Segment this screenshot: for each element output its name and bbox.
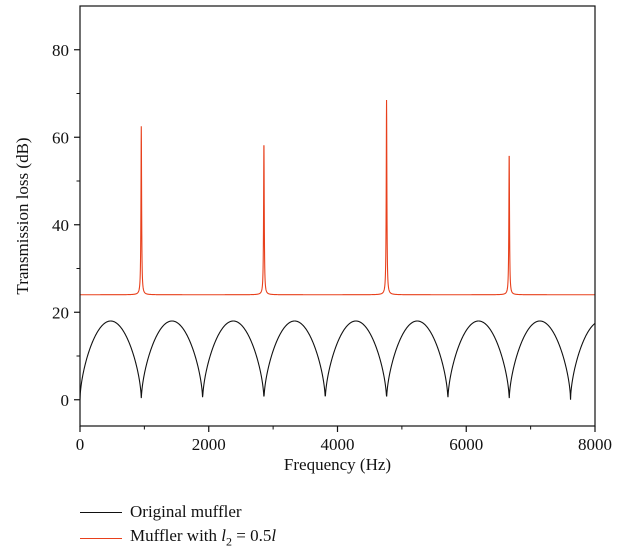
legend-swatch-original bbox=[80, 511, 122, 513]
x-tick-label: 0 bbox=[76, 435, 85, 454]
y-tick-label: 20 bbox=[52, 303, 69, 322]
y-tick-label: 60 bbox=[52, 128, 69, 147]
chart-svg: 0 2000 4000 6000 8000 0 20 40 60 80 Frequency (Hz… bbox=[13, 5, 612, 474]
x-tick-label: 2000 bbox=[192, 435, 226, 454]
y-tick-label: 80 bbox=[52, 41, 69, 60]
axes-frame bbox=[79, 5, 596, 427]
x-tick-label: 4000 bbox=[321, 435, 355, 454]
y-axis-label: Transmission loss (dB) bbox=[13, 137, 32, 294]
legend-label-original: Original muffler bbox=[130, 502, 242, 521]
plot-area bbox=[80, 100, 595, 400]
legend-item-modified: Muffler with l2 = 0.5l bbox=[80, 526, 600, 550]
x-axis-label: Frequency (Hz) bbox=[284, 455, 391, 474]
x-tick-label: 8000 bbox=[578, 435, 612, 454]
series-muffler-l2 bbox=[80, 100, 595, 296]
x-tick-label: 6000 bbox=[449, 435, 483, 454]
legend-item-original: Original muffler bbox=[80, 500, 600, 524]
legend-swatch-modified bbox=[80, 537, 122, 539]
series-original-muffler bbox=[80, 320, 595, 400]
legend-label-modified: Muffler with l2 = 0.5l bbox=[130, 526, 277, 549]
legend: Original muffler Muffler with l2 = 0.5l bbox=[80, 500, 600, 552]
y-tick-label: 0 bbox=[61, 391, 70, 410]
axes bbox=[79, 5, 596, 427]
y-tick-label: 40 bbox=[52, 216, 69, 235]
ticks: 0 2000 4000 6000 8000 0 20 40 60 80 bbox=[52, 41, 612, 454]
